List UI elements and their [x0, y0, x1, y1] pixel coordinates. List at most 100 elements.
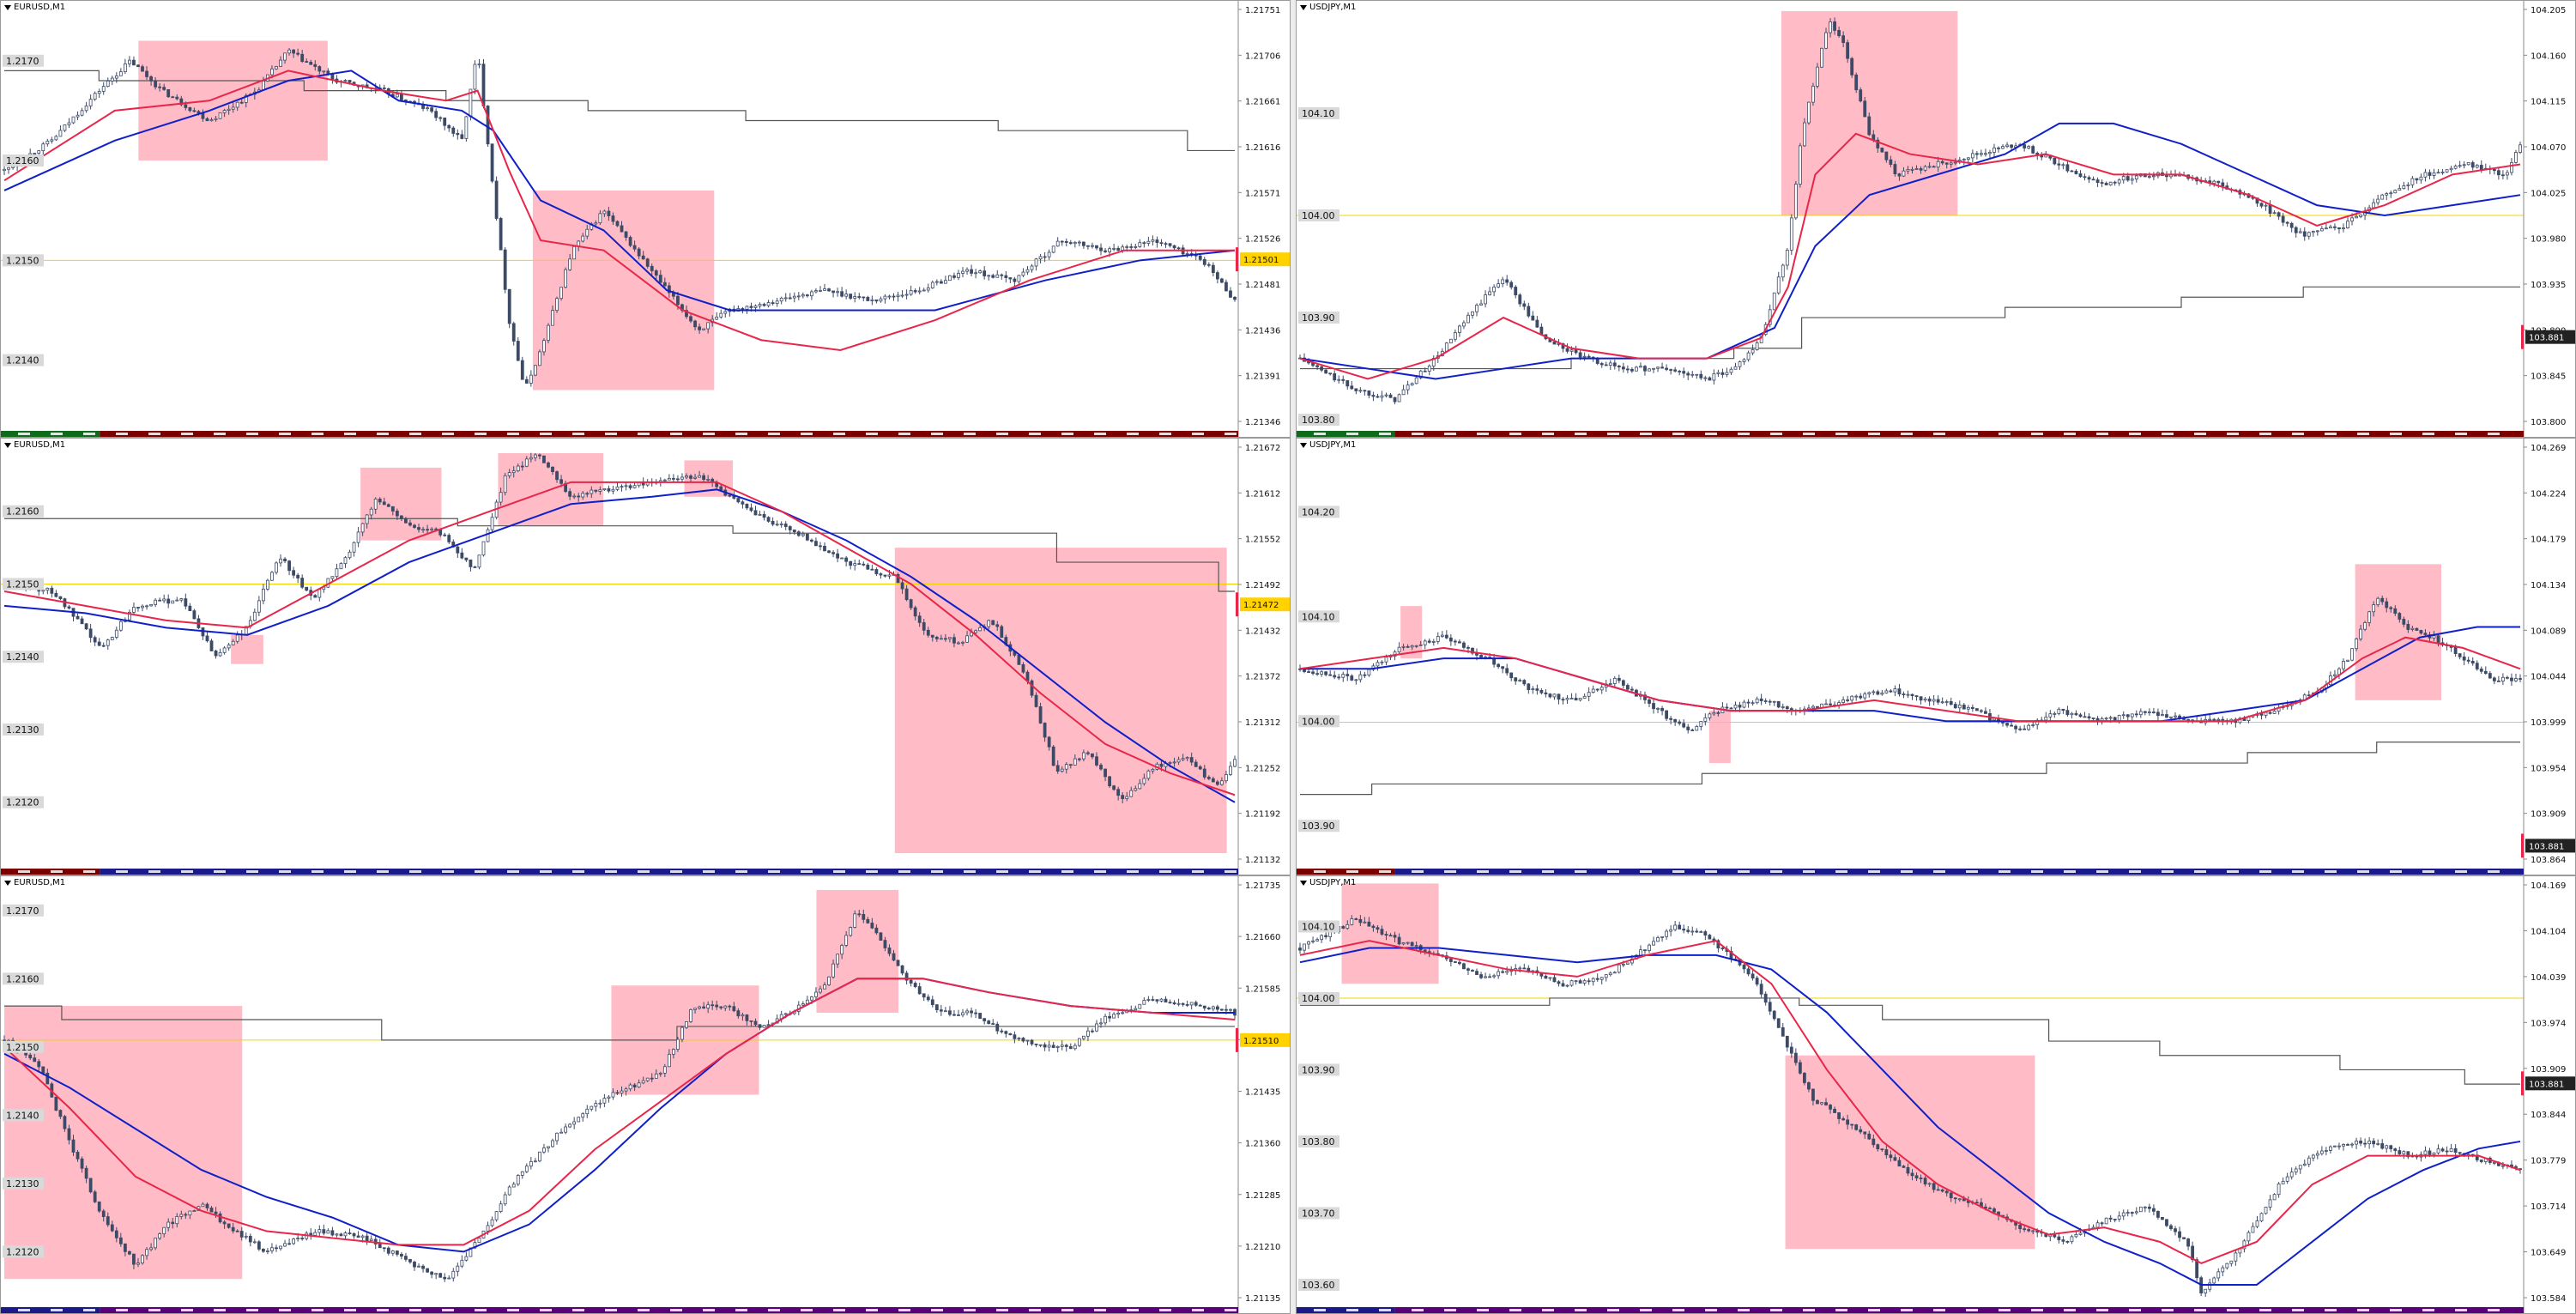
- candle-body: [2285, 221, 2289, 224]
- candle-body: [1785, 250, 1789, 266]
- candle-body: [2402, 1151, 2406, 1154]
- candle-body: [128, 611, 131, 621]
- time-tick-mark: [83, 433, 95, 435]
- candle-body: [222, 647, 227, 653]
- candle-body: [1768, 700, 1772, 703]
- candle-body: [572, 495, 577, 498]
- candle-body: [853, 296, 857, 299]
- time-tick-mark: [2325, 1309, 2337, 1311]
- chart-title[interactable]: USDJPY,M1: [1300, 878, 1356, 887]
- time-tick-mark: [540, 870, 552, 873]
- candle-body: [136, 64, 140, 68]
- candle-body: [1660, 366, 1664, 369]
- candle-body: [1880, 692, 1884, 695]
- level-label-box: [3, 578, 44, 590]
- candle-body: [1448, 958, 1453, 962]
- candle-body: [2053, 157, 2057, 165]
- candle-body: [1229, 1008, 1232, 1011]
- candle-body: [1492, 658, 1497, 665]
- chart-title[interactable]: USDJPY,M1: [1300, 3, 1356, 12]
- candle-body: [1648, 944, 1651, 952]
- candle-body: [2342, 227, 2345, 230]
- candle-body: [2147, 711, 2151, 713]
- candle-body: [41, 1066, 45, 1074]
- candle-body: [922, 289, 926, 292]
- price-tick-label: 1.21552: [1245, 536, 1280, 545]
- candle-body: [54, 136, 58, 141]
- candle-body: [1837, 30, 1841, 37]
- candle-body: [1138, 783, 1142, 790]
- level-label: 103.90: [1302, 312, 1335, 324]
- dropdown-triangle-icon[interactable]: [1300, 880, 1307, 886]
- dropdown-triangle-icon[interactable]: [4, 4, 11, 10]
- candle-body: [2514, 678, 2518, 681]
- candle-body: [991, 620, 995, 626]
- candle-body: [1621, 366, 1625, 370]
- candle-body: [831, 552, 835, 554]
- candle-body: [158, 599, 162, 602]
- time-tick-mark: [1444, 870, 1456, 873]
- candle-body: [853, 563, 857, 566]
- candle-body: [1444, 634, 1448, 639]
- chart-panel[interactable]: EURUSD,M1 1.2170 1.2160 1.2150 1.2140 1.2130 1…: [0, 875, 1291, 1314]
- time-tick-mark: [279, 1309, 291, 1311]
- chart-panel[interactable]: USDJPY,M1 104.10 104.00 103.90 103.80 104.205…: [1296, 0, 2576, 438]
- candle-body: [283, 558, 287, 561]
- chart-panel[interactable]: USDJPY,M1 104.20 104.10 104.00 103.90 104.269…: [1296, 438, 2576, 875]
- chart-title[interactable]: EURUSD,M1: [4, 878, 65, 887]
- candle-body: [1116, 247, 1121, 251]
- candle-body: [849, 294, 853, 299]
- candle-body: [1047, 1045, 1051, 1048]
- candle-body: [581, 493, 585, 498]
- candle-body: [896, 573, 900, 584]
- dropdown-triangle-icon[interactable]: [4, 442, 11, 448]
- time-tick-mark: [246, 1309, 258, 1311]
- candle-body: [1518, 967, 1522, 970]
- level-label-box: [3, 154, 44, 167]
- candle-body: [1932, 1183, 1936, 1190]
- candle-body: [1095, 756, 1098, 766]
- candle-body: [1393, 935, 1397, 938]
- candle-body: [1643, 949, 1647, 952]
- candle-body: [870, 923, 874, 929]
- dropdown-triangle-icon[interactable]: [4, 880, 11, 886]
- candle-body: [1189, 757, 1194, 763]
- chart-title[interactable]: USDJPY,M1: [1300, 440, 1356, 450]
- candle-body: [702, 475, 706, 480]
- candle-body: [706, 1004, 711, 1008]
- chart-title[interactable]: EURUSD,M1: [4, 440, 65, 450]
- candle-body: [2432, 1152, 2436, 1155]
- current-price-label: 1.21510: [1243, 1037, 1279, 1046]
- candle-body: [2385, 1145, 2389, 1149]
- candle-body: [1919, 1178, 1923, 1179]
- candle-body: [758, 304, 762, 306]
- candle-body: [1936, 699, 1940, 703]
- candle-body: [114, 75, 118, 79]
- dropdown-triangle-icon[interactable]: [1300, 442, 1307, 448]
- chart-panel[interactable]: EURUSD,M1 1.2160 1.2150 1.2140 1.2130 1.2120 1…: [0, 438, 1291, 875]
- time-tick-mark: [801, 433, 813, 435]
- candle-body: [136, 607, 140, 609]
- candle-body: [1582, 355, 1587, 358]
- time-tick-mark: [1607, 433, 1619, 435]
- chart-title[interactable]: EURUSD,M1: [4, 3, 65, 12]
- candle-body: [827, 288, 831, 292]
- candle-body: [1910, 168, 1914, 171]
- candle-body: [305, 586, 309, 591]
- chart-panel[interactable]: USDJPY,M1 104.10 104.00 103.90 103.80 103.70 1…: [1296, 875, 2576, 1314]
- level-label: 1.2170: [6, 905, 39, 917]
- time-tick-mark: [279, 433, 291, 435]
- dropdown-triangle-icon[interactable]: [1300, 4, 1307, 10]
- candle-body: [2246, 1232, 2251, 1242]
- candle-body: [1686, 372, 1690, 376]
- candle-body: [1729, 368, 1733, 373]
- candle-body: [607, 1096, 611, 1099]
- candle-body: [788, 297, 792, 300]
- candle-body: [114, 629, 118, 638]
- chart-panel[interactable]: EURUSD,M1 1.2170 1.2160 1.2150 1.2140 1.21751…: [0, 0, 1291, 438]
- candle-body: [2221, 182, 2225, 187]
- candle-body: [1742, 701, 1746, 708]
- candle-body: [1025, 1039, 1030, 1042]
- candle-body: [2212, 1277, 2216, 1284]
- time-tick-mark: [703, 433, 715, 435]
